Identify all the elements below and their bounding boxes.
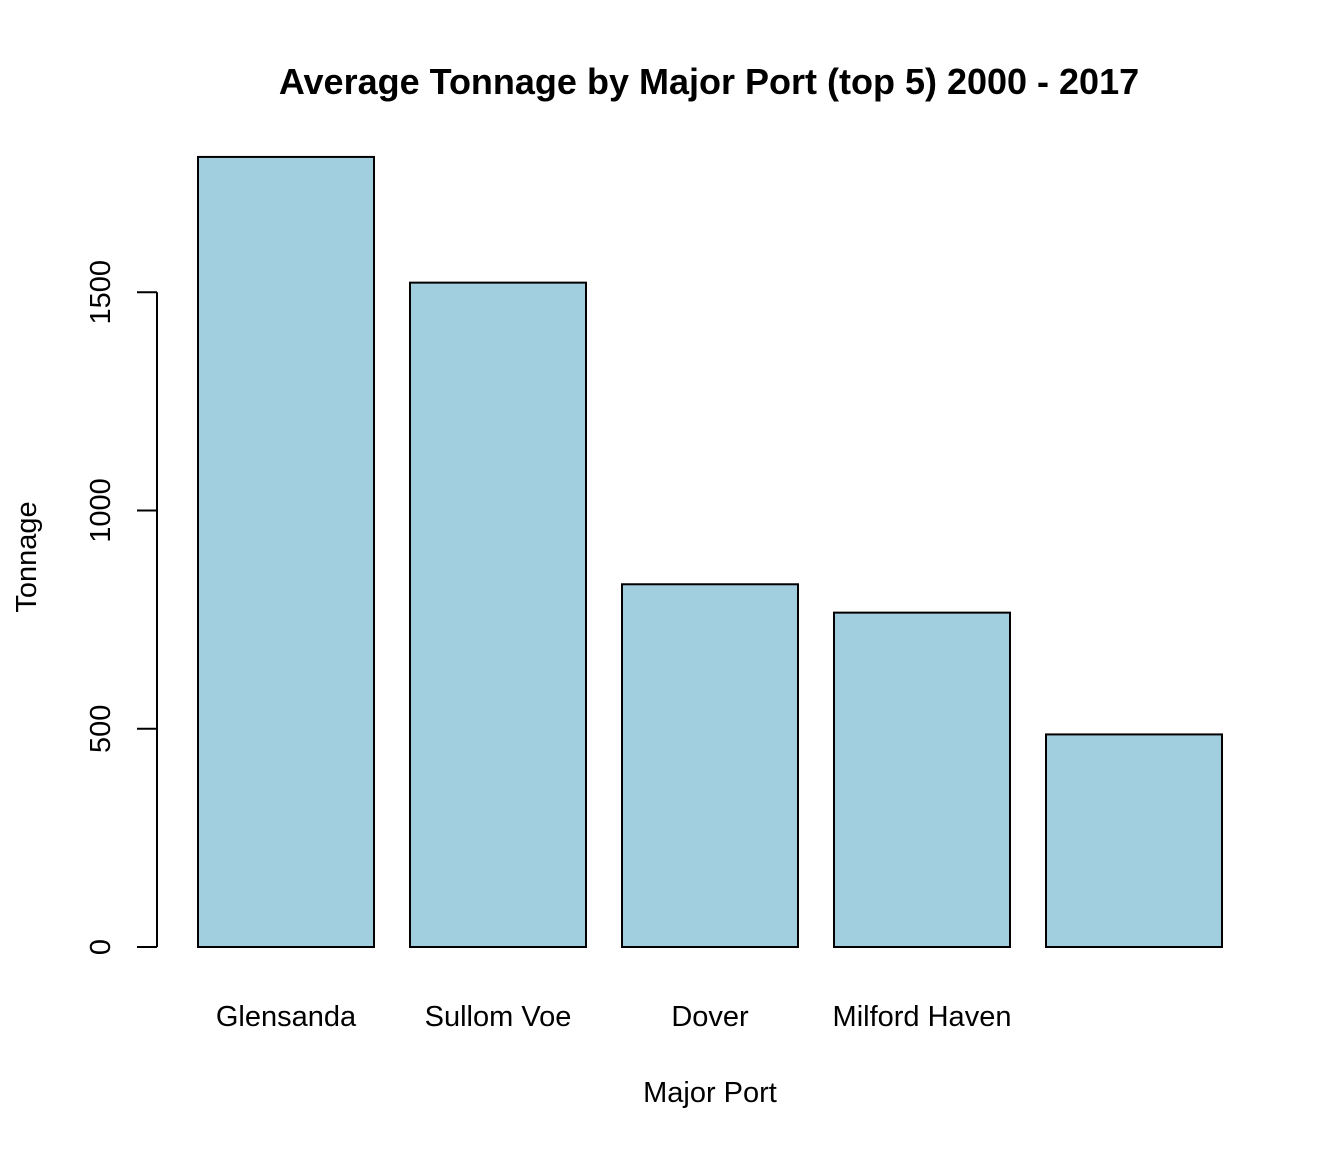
x-category-label: Milford Haven — [833, 1001, 1012, 1033]
x-category-label: Sullom Voe — [425, 1001, 572, 1033]
y-tick-label: 0 — [85, 939, 117, 955]
y-tick-label: 1000 — [85, 478, 117, 543]
y-tick-label: 500 — [85, 705, 117, 753]
x-category-label: Glensanda — [216, 1001, 357, 1033]
bar-sullom-voe — [409, 281, 587, 949]
bar-glensanda — [197, 155, 375, 948]
x-axis-title: Major Port — [643, 1077, 777, 1109]
y-axis: 0 500 1000 1500 — [85, 260, 158, 955]
y-tick-label: 1500 — [85, 260, 117, 325]
bar-dover — [621, 583, 799, 948]
bar-milford-haven — [833, 611, 1011, 948]
bar-unlabeled-5 — [1045, 733, 1223, 948]
x-category-label: Dover — [671, 1001, 749, 1033]
chart-title: Average Tonnage by Major Port (top 5) 20… — [279, 61, 1139, 102]
y-axis-title: Tonnage — [11, 501, 43, 612]
category-labels: Glensanda Sullom Voe Dover Milford Haven — [216, 1001, 1012, 1033]
bar-group — [197, 155, 1223, 949]
